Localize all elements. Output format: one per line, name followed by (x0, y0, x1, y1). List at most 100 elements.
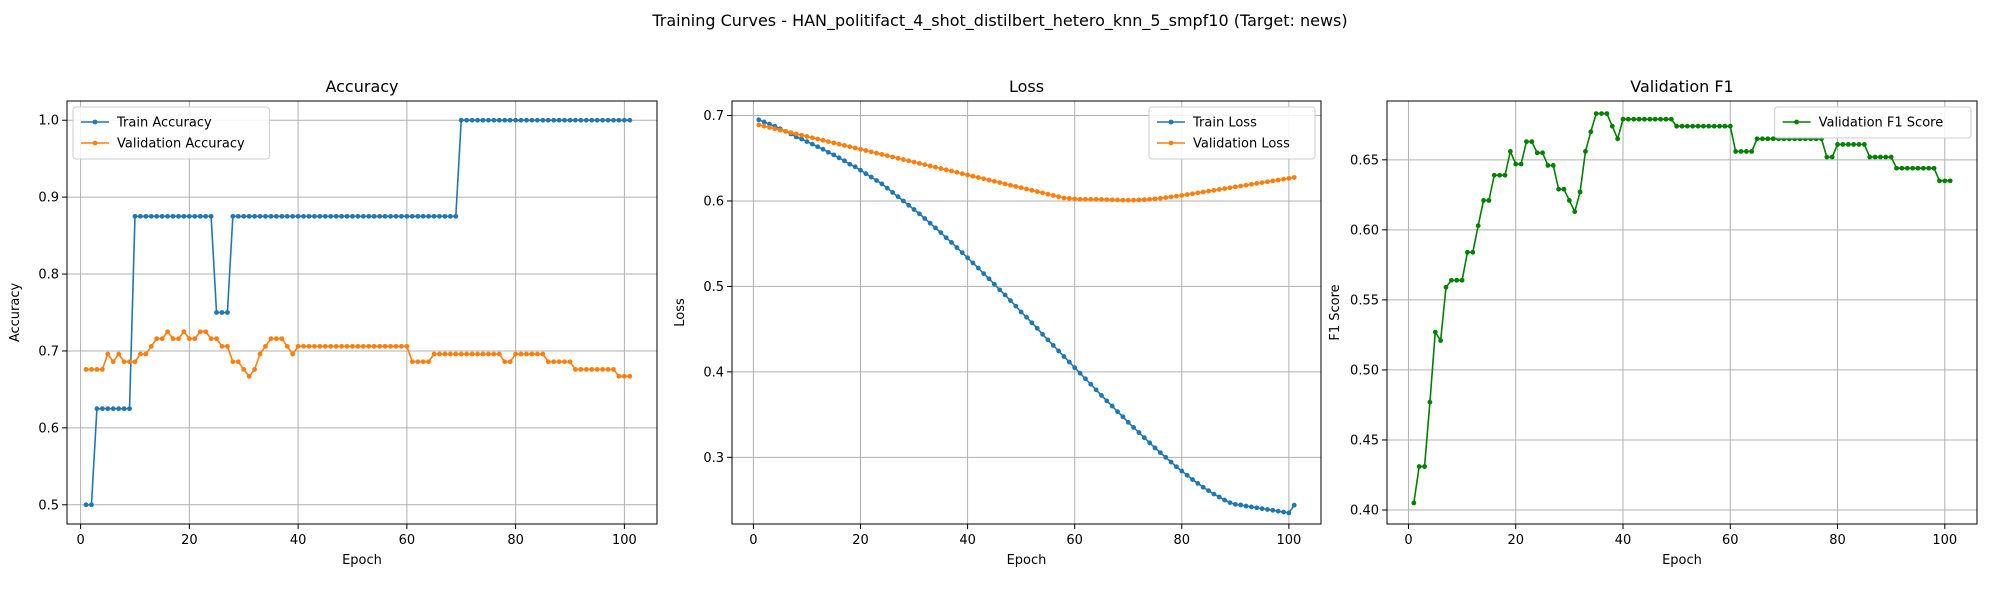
data-point (1232, 501, 1238, 507)
data-point (192, 336, 198, 342)
x-tick-label: 80 (1174, 533, 1191, 548)
data-point (192, 213, 198, 219)
chart-title: Loss (1009, 77, 1044, 96)
data-point (583, 367, 589, 372)
data-point (475, 117, 480, 123)
data-point (933, 225, 938, 231)
data-point (83, 367, 89, 372)
legend-label: Validation F1 Score (1819, 116, 1944, 131)
data-point (333, 213, 339, 219)
data-point (1077, 196, 1083, 202)
data-point (507, 117, 513, 123)
data-point (486, 117, 491, 123)
data-point (295, 213, 301, 219)
data-point (1947, 178, 1953, 184)
data-point (1008, 182, 1013, 188)
data-point (246, 213, 252, 219)
data-point (981, 271, 987, 277)
legend-label: Train Accuracy (116, 116, 212, 131)
data-point (991, 178, 997, 184)
data-point (295, 343, 301, 349)
legend-box (72, 106, 270, 160)
data-point (154, 213, 160, 219)
data-point (975, 265, 981, 271)
data-point (464, 117, 470, 123)
data-point (1861, 142, 1867, 147)
data-point (1248, 504, 1254, 510)
data-point (1141, 435, 1147, 441)
data-point (420, 213, 426, 219)
data-point (621, 373, 627, 379)
data-point (426, 359, 432, 365)
data-point (475, 351, 480, 357)
data-point (409, 213, 415, 219)
data-point (1270, 178, 1276, 184)
x-tick-label: 40 (1615, 533, 1632, 548)
data-point (1243, 182, 1249, 188)
data-point (1029, 320, 1035, 326)
data-point (1711, 123, 1717, 129)
data-point (1157, 195, 1163, 201)
data-point (965, 255, 970, 261)
x-axis-label: Epoch (342, 553, 382, 568)
data-point (1238, 502, 1244, 508)
chart-panel-2: 0 20 40 60 80 100 0.3 0.4 0.5 0.6 0.7 Loss Epoch Loss… (673, 77, 1322, 568)
y-tick-label: 0.9 (38, 191, 59, 206)
data-point (1749, 149, 1755, 154)
data-point (1275, 177, 1281, 183)
data-point (458, 117, 464, 123)
data-point (1465, 249, 1470, 255)
data-point (442, 213, 448, 219)
data-point (1281, 176, 1286, 182)
data-point (230, 359, 236, 365)
data-point (1867, 154, 1873, 160)
data-point (94, 406, 100, 412)
data-point (1416, 464, 1422, 469)
data-point (502, 117, 508, 123)
data-point (1470, 249, 1476, 255)
data-point (1856, 142, 1862, 147)
data-point (627, 373, 633, 379)
legend-box (1774, 106, 1972, 139)
legend-label: Validation Loss (1193, 137, 1290, 152)
data-point (339, 343, 345, 349)
data-point (863, 148, 869, 153)
data-point (1152, 196, 1158, 202)
data-point (906, 202, 912, 208)
data-point (339, 213, 345, 219)
data-point (534, 351, 540, 357)
data-point (545, 359, 551, 365)
data-point (480, 351, 486, 357)
data-point (1448, 277, 1454, 283)
data-point (1593, 111, 1599, 117)
data-point (954, 169, 960, 175)
data-point (1545, 163, 1551, 168)
data-point (170, 213, 176, 219)
data-point (214, 310, 219, 315)
data-point (197, 329, 203, 335)
data-point (1072, 365, 1078, 371)
data-point (991, 281, 997, 287)
x-tick-label: 20 (852, 533, 869, 548)
data-point (611, 367, 616, 372)
data-point (165, 329, 171, 335)
data-point (1083, 196, 1088, 202)
data-point (594, 367, 600, 372)
data-point (1002, 292, 1008, 298)
data-point (1125, 197, 1131, 203)
data-point (793, 131, 799, 137)
data-point (1184, 472, 1190, 478)
data-point (842, 143, 847, 148)
data-point (986, 177, 992, 183)
data-point (621, 117, 627, 123)
data-point (1163, 454, 1169, 460)
data-point (1190, 191, 1195, 197)
legend-swatch-marker (92, 140, 98, 146)
data-point (360, 343, 366, 349)
y-tick-label: 0.5 (38, 498, 59, 513)
data-point (148, 213, 154, 219)
data-point (1518, 161, 1524, 167)
y-tick-label: 0.3 (703, 451, 724, 466)
data-point (437, 351, 442, 357)
data-point (1018, 309, 1024, 315)
